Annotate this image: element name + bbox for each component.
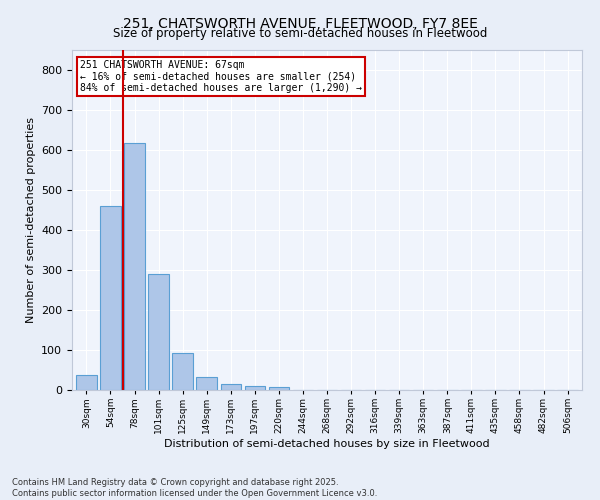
- Bar: [100, 206, 121, 390]
- Text: 251 CHATSWORTH AVENUE: 67sqm
← 16% of semi-detached houses are smaller (254)
84%: 251 CHATSWORTH AVENUE: 67sqm ← 16% of se…: [80, 60, 362, 94]
- Text: 251, CHATSWORTH AVENUE, FLEETWOOD, FY7 8EE: 251, CHATSWORTH AVENUE, FLEETWOOD, FY7 8…: [122, 18, 478, 32]
- Bar: [76, 375, 97, 390]
- Text: Size of property relative to semi-detached houses in Fleetwood: Size of property relative to semi-detach…: [113, 28, 487, 40]
- Bar: [148, 274, 169, 390]
- Text: Contains HM Land Registry data © Crown copyright and database right 2025.
Contai: Contains HM Land Registry data © Crown c…: [12, 478, 377, 498]
- Bar: [196, 377, 217, 390]
- Bar: [124, 143, 145, 390]
- Bar: [172, 353, 193, 390]
- Bar: [221, 384, 241, 390]
- Bar: [269, 387, 289, 390]
- X-axis label: Distribution of semi-detached houses by size in Fleetwood: Distribution of semi-detached houses by …: [164, 439, 490, 449]
- Bar: [245, 386, 265, 390]
- Y-axis label: Number of semi-detached properties: Number of semi-detached properties: [26, 117, 35, 323]
